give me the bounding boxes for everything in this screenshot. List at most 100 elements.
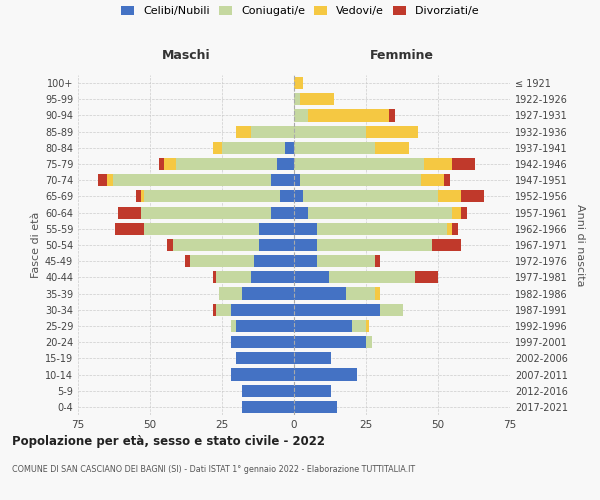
Bar bbox=[219, 288, 242, 300]
Bar bbox=[251, 126, 294, 138]
Bar bbox=[294, 222, 317, 235]
Legend: Celibi/Nubili, Coniugati/e, Vedovi/e, Divor​ziati/e: Celibi/Nubili, Coniugati/e, Vedovi/e, Di… bbox=[121, 6, 479, 16]
Y-axis label: Anni di nascita: Anni di nascita bbox=[575, 204, 584, 286]
Bar bbox=[294, 174, 300, 186]
Bar bbox=[452, 158, 475, 170]
Bar bbox=[214, 304, 216, 316]
Bar bbox=[380, 304, 403, 316]
Bar bbox=[230, 320, 236, 332]
Bar bbox=[366, 126, 418, 138]
Bar bbox=[329, 272, 415, 283]
Bar bbox=[294, 126, 366, 138]
Bar bbox=[294, 93, 300, 106]
Bar bbox=[158, 158, 164, 170]
Bar bbox=[294, 401, 337, 413]
Bar bbox=[230, 336, 294, 348]
Bar bbox=[259, 239, 294, 251]
Bar bbox=[107, 174, 113, 186]
Bar bbox=[374, 288, 380, 300]
Bar bbox=[294, 239, 317, 251]
Bar bbox=[294, 368, 358, 380]
Bar bbox=[389, 110, 395, 122]
Bar bbox=[230, 304, 294, 316]
Bar bbox=[167, 239, 173, 251]
Bar bbox=[432, 239, 461, 251]
Bar bbox=[236, 320, 294, 332]
Bar bbox=[294, 288, 346, 300]
Bar bbox=[136, 190, 142, 202]
Bar bbox=[242, 401, 294, 413]
Bar bbox=[113, 174, 271, 186]
Bar bbox=[236, 126, 251, 138]
Bar bbox=[259, 222, 294, 235]
Bar bbox=[185, 255, 190, 268]
Bar bbox=[286, 142, 294, 154]
Bar bbox=[271, 206, 294, 218]
Bar bbox=[242, 288, 294, 300]
Bar bbox=[294, 255, 317, 268]
Bar bbox=[294, 206, 308, 218]
Text: Maschi: Maschi bbox=[161, 49, 211, 62]
Bar bbox=[294, 158, 424, 170]
Bar bbox=[236, 352, 294, 364]
Bar bbox=[176, 158, 277, 170]
Bar bbox=[374, 255, 380, 268]
Bar bbox=[294, 304, 380, 316]
Bar bbox=[294, 110, 308, 122]
Bar bbox=[300, 93, 334, 106]
Bar bbox=[308, 110, 389, 122]
Bar bbox=[280, 190, 294, 202]
Bar bbox=[461, 206, 467, 218]
Bar bbox=[308, 206, 452, 218]
Bar bbox=[242, 384, 294, 397]
Bar bbox=[366, 320, 369, 332]
Bar bbox=[317, 239, 432, 251]
Bar bbox=[421, 174, 444, 186]
Bar bbox=[317, 255, 374, 268]
Bar bbox=[115, 222, 144, 235]
Bar bbox=[142, 206, 271, 218]
Bar bbox=[424, 158, 452, 170]
Bar bbox=[352, 320, 366, 332]
Bar bbox=[317, 222, 446, 235]
Bar bbox=[216, 304, 230, 316]
Bar bbox=[118, 206, 142, 218]
Y-axis label: Fasce di età: Fasce di età bbox=[31, 212, 41, 278]
Bar bbox=[300, 174, 421, 186]
Bar bbox=[302, 190, 438, 202]
Bar bbox=[142, 190, 144, 202]
Bar bbox=[294, 272, 329, 283]
Bar bbox=[294, 77, 302, 89]
Bar bbox=[251, 272, 294, 283]
Bar bbox=[452, 222, 458, 235]
Bar bbox=[254, 255, 294, 268]
Bar bbox=[366, 336, 372, 348]
Bar bbox=[98, 174, 107, 186]
Bar bbox=[294, 142, 374, 154]
Bar bbox=[415, 272, 438, 283]
Text: COMUNE DI SAN CASCIANO DEI BAGNI (SI) - Dati ISTAT 1° gennaio 2022 - Elaborazion: COMUNE DI SAN CASCIANO DEI BAGNI (SI) - … bbox=[12, 465, 415, 474]
Text: Popolazione per età, sesso e stato civile - 2022: Popolazione per età, sesso e stato civil… bbox=[12, 435, 325, 448]
Bar bbox=[452, 206, 461, 218]
Bar bbox=[222, 142, 286, 154]
Bar bbox=[461, 190, 484, 202]
Bar bbox=[190, 255, 254, 268]
Bar bbox=[144, 222, 259, 235]
Bar bbox=[214, 142, 222, 154]
Bar bbox=[144, 190, 280, 202]
Bar bbox=[173, 239, 259, 251]
Bar bbox=[294, 384, 331, 397]
Bar bbox=[294, 320, 352, 332]
Bar bbox=[164, 158, 176, 170]
Bar bbox=[446, 222, 452, 235]
Bar bbox=[216, 272, 251, 283]
Bar bbox=[444, 174, 449, 186]
Bar bbox=[214, 272, 216, 283]
Bar bbox=[294, 190, 302, 202]
Bar bbox=[277, 158, 294, 170]
Bar bbox=[346, 288, 374, 300]
Bar bbox=[230, 368, 294, 380]
Bar bbox=[294, 336, 366, 348]
Bar bbox=[374, 142, 409, 154]
Bar bbox=[438, 190, 461, 202]
